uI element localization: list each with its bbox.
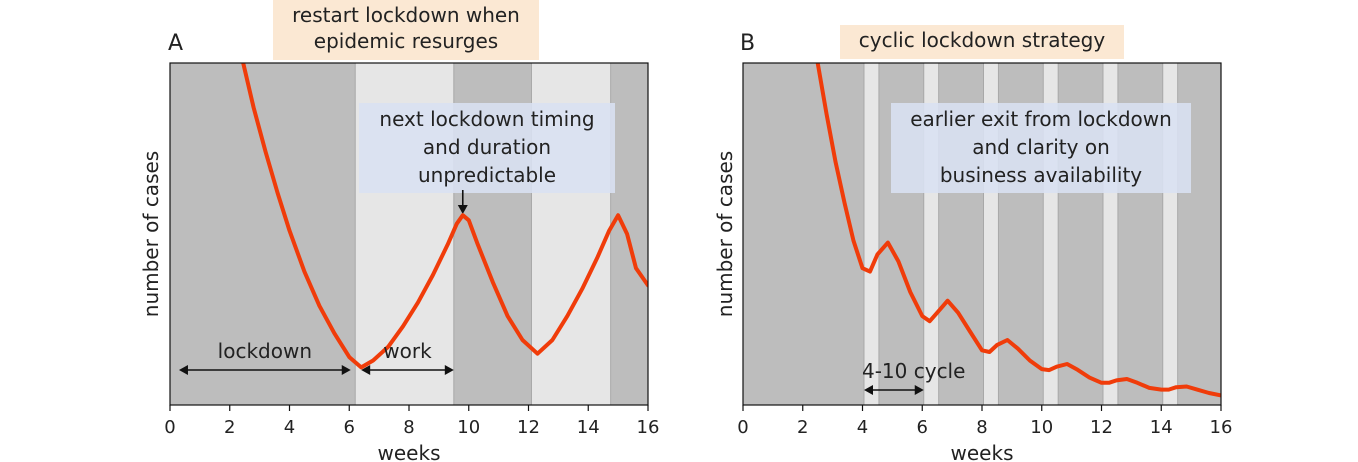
- series-line: [815, 63, 1221, 398]
- chart-panel-b: earlier exit from lockdown and clarity on…: [713, 25, 1232, 462]
- annotation-arrowhead: [444, 365, 454, 375]
- panel-letter: B: [740, 31, 755, 56]
- x-tick-label: 6: [917, 417, 928, 438]
- x-tick-label: 2: [797, 417, 808, 438]
- annotation-arrowhead: [914, 385, 924, 395]
- x-tick-label: 16: [1210, 417, 1233, 438]
- chart-panel-a: next lockdown timing and duration unpredic…: [139, 0, 659, 462]
- annotation-arrowhead: [863, 385, 873, 395]
- x-axis-label: weeks: [951, 441, 1014, 462]
- annotation-text: unpredictable: [418, 163, 556, 187]
- annotation-arrowhead: [341, 365, 351, 375]
- annotation-text: and duration: [423, 135, 551, 159]
- annotation-box: [891, 103, 1191, 193]
- x-tick-label: 0: [737, 417, 748, 438]
- x-tick-label: 14: [577, 417, 600, 438]
- x-tick-label: 12: [1090, 417, 1113, 438]
- x-tick-label: 12: [517, 417, 540, 438]
- annotation-box: [359, 103, 615, 193]
- x-tick-label: 4: [857, 417, 868, 438]
- x-tick-label: 8: [976, 417, 987, 438]
- x-tick-label: 4: [284, 417, 295, 438]
- region-work: [863, 63, 879, 405]
- annotation-label-work: work: [383, 339, 432, 363]
- x-tick-label: 0: [164, 417, 175, 438]
- y-axis-label: number of cases: [139, 151, 163, 317]
- chart-title: epidemic resurges: [314, 29, 498, 53]
- chart-title: cyclic lockdown strategy: [859, 28, 1106, 52]
- panel-letter: A: [168, 31, 183, 56]
- x-tick-label: 2: [224, 417, 235, 438]
- annotation-arrowhead: [457, 205, 468, 214]
- annotation-text: earlier exit from lockdown: [910, 107, 1172, 131]
- title-box: [273, 0, 539, 60]
- x-tick-label: 6: [344, 417, 355, 438]
- annotation-text: and clarity on: [972, 135, 1110, 159]
- x-tick-label: 16: [637, 417, 660, 438]
- x-axis-label: weeks: [378, 441, 441, 462]
- y-axis-label: number of cases: [713, 151, 737, 317]
- annotation-arrowhead: [361, 365, 371, 375]
- annotation-arrowhead: [178, 365, 188, 375]
- region-lockdown: [610, 63, 648, 405]
- x-tick-label: 10: [1030, 417, 1053, 438]
- x-tick-label: 8: [403, 417, 414, 438]
- chart-title: restart lockdown when: [292, 3, 520, 27]
- region-lockdown: [170, 63, 356, 405]
- region-lockdown: [743, 63, 864, 405]
- annotation-text: next lockdown timing: [379, 107, 594, 131]
- title-box: [840, 25, 1124, 59]
- x-tick-label: 14: [1150, 417, 1173, 438]
- annotation-text: business availability: [940, 163, 1142, 187]
- series-line: [241, 63, 648, 370]
- annotation-label-lockdown: lockdown: [218, 339, 312, 363]
- x-tick-label: 10: [457, 417, 480, 438]
- annotation-label-cycle: 4-10 cycle: [862, 359, 965, 383]
